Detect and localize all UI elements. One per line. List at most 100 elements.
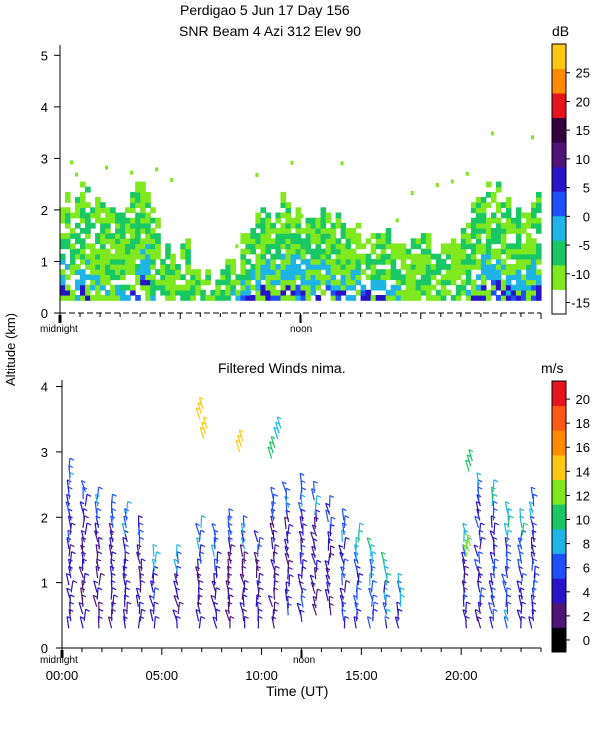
wind-barb [257,537,261,550]
snr-cell [270,222,276,229]
wind-barb-flag [481,536,486,540]
snr-cell [465,279,472,286]
wind-barb-flag [256,594,262,598]
wind-barb-flag [72,580,78,584]
snr-cell [275,269,281,275]
snr-cell [195,274,201,281]
snr-cell [310,269,317,275]
snr-cell [280,212,287,219]
snr-cell [315,233,322,239]
snr-cell [440,284,447,291]
snr-cell [380,279,387,286]
snr-cell [260,248,266,255]
snr-cell [145,212,151,219]
wind-barb-flag [315,502,321,506]
snr-cell [75,202,81,208]
snr-cell [300,248,307,255]
wind-barb [315,509,318,522]
snr-cell [325,238,332,245]
snr-cell [475,289,482,296]
snr-cell [440,243,447,250]
snr-cell [150,284,156,291]
snr-cell [310,264,317,270]
snr-cell [115,243,121,250]
wind-barb-flag [344,615,350,619]
snr-cell [165,253,171,260]
snr-cell [150,207,156,214]
snr-cell [460,228,467,234]
wind-barb [297,574,302,587]
snr-cell [240,295,246,301]
snr-cell [185,289,191,296]
wind-barb-flag [520,587,525,591]
wind-barb-flag [301,508,306,512]
wind-barb [474,516,480,528]
snr-cell [80,269,86,275]
snr-cell [145,233,151,239]
snr-cell [415,295,422,301]
snr-cell [145,258,151,265]
snr-cell [255,253,261,260]
snr-cell [521,295,527,301]
snr-cell [510,289,517,296]
noon-label: noon [293,655,315,666]
snr-cell [290,253,297,260]
snr-cell [185,243,191,250]
wind-barb [311,524,317,537]
snr-cell [400,295,407,301]
wind-barb-flag [478,551,483,555]
snr-cell [360,269,367,275]
winds-x-tick-label: 20:00 [445,668,478,683]
snr-cell [320,274,327,281]
snr-cell [536,253,542,260]
snr-cell [80,191,86,198]
snr-cell [85,243,91,250]
wind-barb-flag [356,565,361,569]
colorbar-tick-label: 15 [576,123,590,138]
snr-cell [140,197,146,203]
snr-cell [260,243,266,250]
wind-barb [396,580,401,593]
wind-barb-flag [282,481,287,485]
wind-barb-flag [84,572,90,576]
snr-cell [315,243,322,250]
snr-cell [205,295,211,301]
snr-cell [510,222,517,229]
colorbar-tick-label: 14 [576,464,590,479]
snr-cell [335,222,342,229]
wind-barb [228,508,231,521]
snr-cell [140,186,146,193]
snr-cell [130,191,136,198]
snr-cell [395,284,402,291]
snr-cell [80,289,86,296]
snr-cell [485,295,492,301]
snr-cell [340,289,347,296]
snr-cell [515,233,522,239]
snr-cell [280,279,287,286]
wind-barb-flag [385,594,391,598]
snr-cell [515,258,522,265]
snr-cell [531,258,537,265]
snr-cell [175,284,181,291]
snr-cell [190,269,196,275]
snr-cell [110,258,116,265]
snr-cell [245,269,251,275]
snr-cell [275,264,281,270]
snr-cell [250,284,256,291]
snr-cell [420,238,427,245]
wind-barb-flag [330,516,336,520]
snr-cell [400,274,407,281]
snr-cell [450,248,457,255]
snr-cell [455,284,462,291]
snr-cell [270,264,276,270]
snr-cell [340,284,347,291]
snr-cell [130,233,136,239]
snr-cell [235,244,239,249]
wind-barb-flag [400,587,405,591]
snr-cell [495,222,502,229]
wind-barb-flag [239,429,244,433]
snr-cell [290,264,297,270]
snr-cell [140,274,146,281]
snr-cell [485,202,492,208]
wind-barb [298,531,304,543]
